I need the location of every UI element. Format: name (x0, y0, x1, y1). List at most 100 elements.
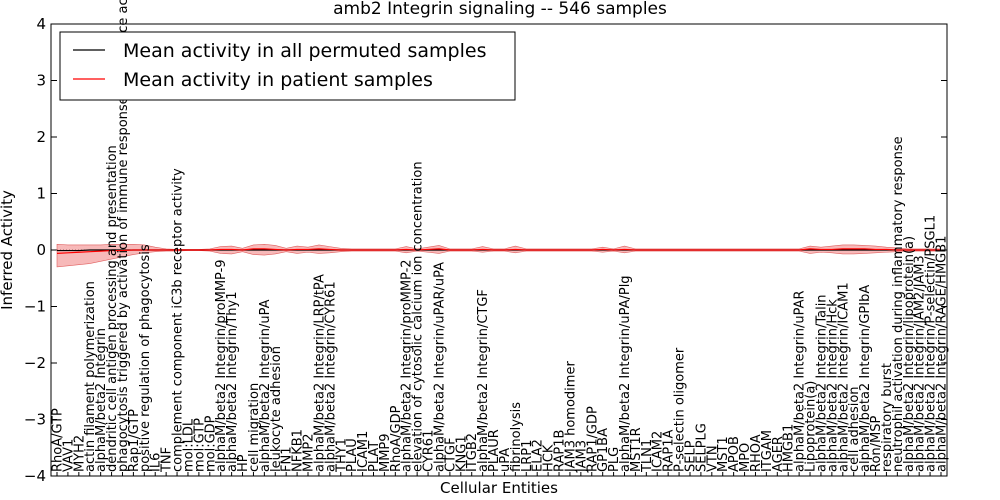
x-tick-label: RhoA/GDP (389, 405, 404, 472)
x-tick-label: ICAM2 (651, 431, 666, 472)
x-tick-label: mol:GDP (203, 415, 218, 472)
x-tick-label: alphaM/beta2 Integrin (94, 328, 109, 472)
y-tick-label: 1 (36, 185, 46, 203)
y-tick-label: −4 (24, 467, 46, 485)
x-tick-label: dendritic cell antigen processing and pr… (105, 145, 120, 472)
x-tick-label: IL6 (149, 453, 164, 472)
x-tick-label: SELP (683, 440, 698, 472)
x-tick-label: alphaM/beta2 Integrin/proMMP-9 (214, 259, 229, 472)
x-tick-label: Lipoprotein(a) (804, 381, 819, 472)
x-tick-label: CTGF (443, 437, 458, 472)
x-tick-label: alphaM/beta2 Integrin/CTGF (476, 289, 491, 472)
x-tick-label: actin filament polymerization (83, 281, 98, 472)
x-tick-label: P-selectin oligomer (673, 347, 688, 472)
x-tick-label: GP1BA (596, 428, 611, 472)
x-tick-label: alphaM/beta2 Integrin/JAM2/JAM3 (913, 255, 928, 472)
patient-confidence-band (56, 244, 942, 268)
x-tick-label: RhoA/GTP (51, 408, 66, 472)
x-tick-label: MYH2 (72, 435, 87, 472)
x-tick-label: mol:GTP (192, 418, 207, 472)
x-tick-label: uPA (498, 448, 513, 472)
x-tick-label: alphaM/beta2 Integrin/Thy1 (225, 292, 240, 473)
chart-title: amb2 Integrin signaling -- 546 samples (333, 0, 667, 19)
x-tick-label: leukocyte adhesion (269, 346, 284, 472)
x-tick-label: MMP9 (378, 433, 393, 472)
x-tick-label: VTN (705, 445, 720, 472)
x-tick-label: PLAU (345, 438, 360, 472)
y-tick-label: −1 (24, 298, 46, 316)
x-tick-label: cell adhesion (847, 386, 862, 472)
series-lines (56, 248, 941, 254)
x-tick-label: APOB (727, 436, 742, 472)
x-tick-label: CYR61 (422, 430, 437, 472)
x-tick-label: VAV1 (61, 439, 76, 472)
x-tick-label: positive regulation of phagocytosis (138, 244, 153, 472)
x-tick-label: HMGB1 (782, 424, 797, 472)
x-tick-label: alphaM/beta2 Integrin/CYR61 (323, 281, 338, 472)
plot-frame (50, 23, 948, 477)
y-axis-label: Inferred Activity (0, 190, 16, 310)
x-tick-label: MST1R (629, 427, 644, 472)
x-tick-label: MST1 (716, 436, 731, 472)
y-tick-label: −2 (24, 354, 46, 372)
x-tick-label: alphaM/beta2 Integrin/proMMP-2 (400, 259, 415, 472)
x-tick-label: alphaM/beta2 Integrin/uPA/Plg (618, 275, 633, 472)
x-tick-label: FN1 (280, 447, 295, 472)
x-tick-label: HCK (542, 444, 557, 472)
x-tick-label: RAP1A (662, 429, 677, 472)
x-tick-label: alphaM/beta2 Integrin/uPA (258, 299, 273, 472)
x-tick-label: SELPLG (694, 423, 709, 472)
legend: Mean activity in all permuted samples Me… (59, 31, 516, 101)
x-tick-label: RHOA (749, 434, 764, 472)
x-tick-label: Rap1/GTP (127, 409, 142, 472)
x-tick-label: ICAM1 (356, 431, 371, 472)
x-axis-label: Cellular Entities (440, 479, 558, 497)
x-tick-label: ITGB2 (465, 433, 480, 472)
series-line-patient (56, 248, 941, 254)
x-tick-label: alphaM/beta2 Integrin/P-selectin/PSGL1 (924, 215, 939, 472)
x-tick-label: TLN1 (640, 439, 655, 473)
legend-label-permuted: Mean activity in all permuted samples (123, 40, 486, 62)
x-tick-label: NFKB1 (291, 429, 306, 472)
x-tick-label: PLAT (367, 441, 382, 472)
y-tick-label: 2 (36, 128, 46, 146)
confidence-band-group (56, 244, 942, 268)
y-tick-label: −3 (24, 411, 46, 429)
x-tick-label: AGER (771, 436, 786, 472)
x-tick-label: alphaM/beta2 Integrin/uPAR (793, 290, 808, 472)
legend-box (59, 31, 516, 101)
x-tick-label: MMP2 (302, 433, 317, 472)
x-tick-label: alphaM/beta2 Integrin/Talin (814, 294, 829, 472)
x-tick-label: HP (236, 454, 251, 472)
x-tick-label: alphaM/beta2 Integrin/LRP/tPA (312, 274, 327, 472)
y-tick-label: 4 (36, 15, 46, 33)
x-tick-label: PLG (607, 447, 622, 472)
x-tick-label: alphaM/beta2 Integrin/lipoprotein(a) (902, 236, 917, 472)
x-tick-label: ELA2 (531, 439, 546, 472)
x-tick-label: mol:LDL (181, 418, 196, 472)
x-tick-label: TNF (160, 447, 175, 473)
x-tick-label: alphaM/beta2 Integrin/RAGE/HMGB1 (935, 236, 950, 472)
x-tick-label: alphaM/beta2 Integrin/ICAM1 (836, 282, 851, 472)
x-tick-label: neutrophil activation during inflammator… (891, 136, 906, 472)
x-tick-label: JAM3 homodimer (563, 361, 578, 473)
x-tick-label: KNG1 (454, 435, 469, 472)
x-tick-label: THY1 (334, 438, 349, 473)
x-tick-label: RAP1B (553, 430, 568, 472)
x-tick-label: complement component iC3b receptor activ… (171, 168, 186, 472)
x-tick-label: phagocytosis triggered by activation of … (116, 0, 131, 472)
x-tick-label: Ron/MSP (869, 416, 884, 472)
x-tick-label: RAP1/GDP (585, 406, 600, 472)
x-tick-label: fibrinolysis (509, 402, 524, 472)
y-tick-label: 3 (36, 72, 46, 90)
x-tick-label: elevation of cytosolic calcium ion conce… (411, 161, 426, 472)
x-tick-label: cell migration (247, 383, 262, 472)
x-tick-label: JAM3 (574, 440, 589, 473)
x-tick-label: PLAUR (487, 429, 502, 472)
x-tick-label: alphaM/beta2 Integrin/uPAR/uPA (432, 262, 447, 472)
x-tick-label: respiratory burst (880, 363, 895, 472)
x-tick-label: ITGAM (760, 430, 775, 472)
x-tick-label: alphaM/beta2 Integrin/GPIbA (858, 285, 873, 472)
